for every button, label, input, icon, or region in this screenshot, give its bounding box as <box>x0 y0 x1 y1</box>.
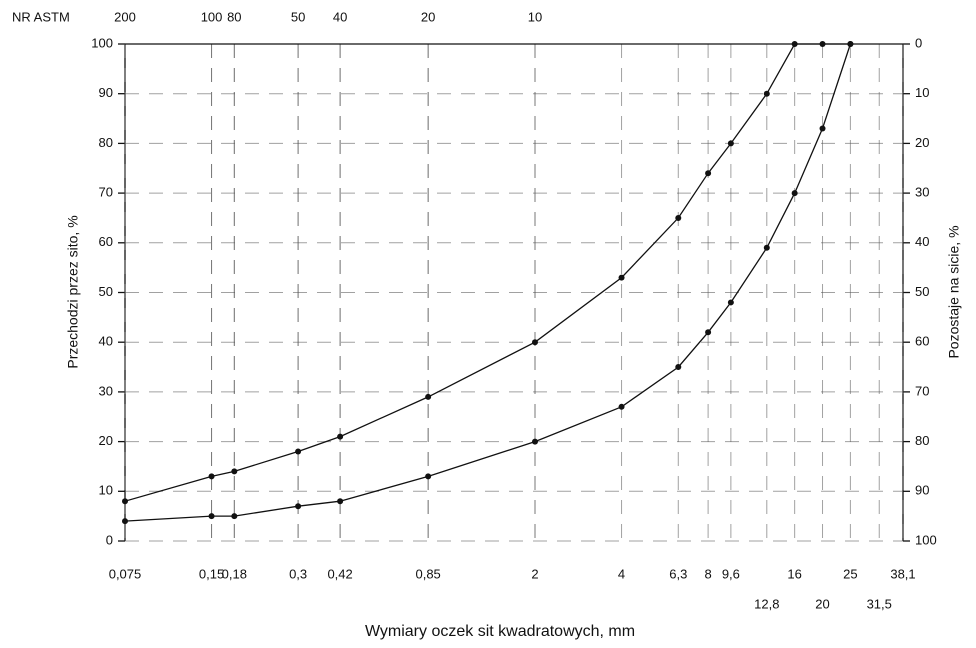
x-tick-label: 0,15 <box>199 566 224 581</box>
y-tick-label: 60 <box>99 234 113 249</box>
data-point <box>295 448 302 455</box>
y-axis-title: Przechodzi przez sito, % <box>65 215 81 368</box>
top-tick-label: 10 <box>528 9 542 24</box>
x-tick-label: 16 <box>787 566 801 581</box>
y2-tick-label: 20 <box>915 135 929 150</box>
top-tick-label: 100 <box>201 9 223 24</box>
top-tick-label: 80 <box>227 9 241 24</box>
y2-tick-label: 80 <box>915 433 929 448</box>
series-line <box>124 43 852 522</box>
x-tick-label: 8 <box>704 566 711 581</box>
top-tick-label: 200 <box>114 9 136 24</box>
y2-tick-label: 90 <box>915 483 929 498</box>
data-point <box>231 513 238 520</box>
x-tick-label: 2 <box>531 566 538 581</box>
x-tick-label: 12,8 <box>754 596 779 611</box>
data-point <box>763 244 770 251</box>
data-point <box>819 125 826 132</box>
x-tick-label: 4 <box>618 566 625 581</box>
y2-tick-label: 100 <box>915 532 937 547</box>
x-tick-label: 38,1 <box>890 566 915 581</box>
y-tick-label: 90 <box>99 85 113 100</box>
x-tick-label: 0,18 <box>222 566 247 581</box>
data-point <box>618 403 625 410</box>
y2-tick-label: 60 <box>915 334 929 349</box>
x-tick-label: 0,85 <box>415 566 440 581</box>
data-point <box>727 299 734 306</box>
y-tick-label: 10 <box>99 483 113 498</box>
y-tick-label: 50 <box>99 284 113 299</box>
x-tick-label: 0,42 <box>327 566 352 581</box>
data-point <box>847 41 854 47</box>
data-point <box>425 393 432 400</box>
y-tick-label: 20 <box>99 433 113 448</box>
data-point <box>618 274 625 281</box>
data-point <box>531 438 538 445</box>
y2-tick-label: 40 <box>915 234 929 249</box>
data-point <box>705 170 712 177</box>
y-tick-label: 100 <box>91 35 113 50</box>
top-tick-label: 40 <box>333 9 347 24</box>
data-point <box>791 41 798 47</box>
y-tick-label: 0 <box>106 532 113 547</box>
y-tick-label: 70 <box>99 185 113 200</box>
data-point <box>122 518 128 525</box>
y2-tick-label: 10 <box>915 85 929 100</box>
data-point <box>675 214 682 221</box>
y2-tick-label: 50 <box>915 284 929 299</box>
x-tick-label: 25 <box>843 566 857 581</box>
data-point <box>208 513 215 520</box>
data-point <box>122 498 128 505</box>
data-point <box>763 90 770 97</box>
y2-tick-label: 30 <box>915 185 929 200</box>
data-point <box>791 190 798 197</box>
data-point <box>337 498 344 505</box>
data-point <box>819 41 826 47</box>
y2-tick-label: 70 <box>915 383 929 398</box>
data-point <box>231 468 238 475</box>
data-point <box>208 473 215 480</box>
data-point <box>337 433 344 440</box>
data-point <box>675 364 682 371</box>
series-line <box>124 43 851 502</box>
top-tick-label: 20 <box>421 9 435 24</box>
x-tick-label: 9,6 <box>722 566 740 581</box>
x-tick-label: 0,075 <box>109 566 142 581</box>
x-tick-label: 20 <box>815 596 829 611</box>
y-tick-label: 30 <box>99 383 113 398</box>
y2-axis-title: Pozostaje na sicie, % <box>946 225 962 358</box>
data-point <box>295 503 302 510</box>
y2-tick-label: 0 <box>915 35 922 50</box>
top-tick-label: 50 <box>291 9 305 24</box>
data-point <box>425 473 432 480</box>
data-point <box>727 140 734 147</box>
y-tick-label: 40 <box>99 334 113 349</box>
data-point <box>531 339 538 346</box>
x-tick-label: 0,3 <box>289 566 307 581</box>
x-tick-label: 31,5 <box>867 596 892 611</box>
top-axis-label: NR ASTM <box>12 9 70 24</box>
y-tick-label: 80 <box>99 135 113 150</box>
x-axis-title: Wymiary oczek sit kwadratowych, mm <box>365 623 635 640</box>
x-tick-label: 6,3 <box>669 566 687 581</box>
data-point <box>705 329 712 336</box>
